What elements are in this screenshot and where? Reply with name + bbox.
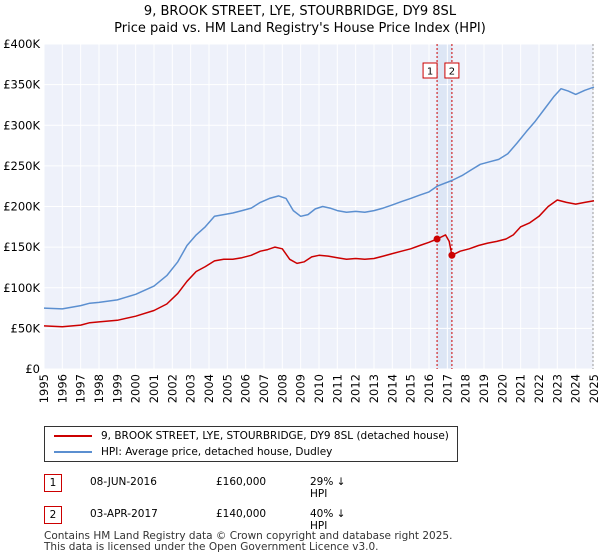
- x-tick-label: 2016: [422, 374, 436, 403]
- x-tick-label: 2007: [257, 374, 271, 403]
- x-tick-label: 2021: [514, 374, 528, 403]
- footer: Contains HM Land Registry data © Crown c…: [44, 531, 452, 553]
- y-tick-label: £300K: [3, 118, 40, 132]
- x-tick-label: 2005: [220, 374, 234, 403]
- sale-point: [448, 251, 456, 259]
- sale-number-badge: 2: [44, 506, 62, 524]
- x-tick-label: 2023: [550, 374, 564, 403]
- footer-line-1: Contains HM Land Registry data © Crown c…: [44, 530, 453, 542]
- y-tick-label: £250K: [3, 159, 40, 173]
- sale-label-box: [444, 62, 460, 79]
- y-tick-label: £50K: [11, 321, 41, 335]
- legend-label-hpi: HPI: Average price, detached house, Dudl…: [101, 446, 333, 458]
- sale-date: 08-JUN-2016: [90, 476, 157, 488]
- x-tick-label: 2010: [312, 374, 326, 403]
- x-tick-label: 2009: [294, 374, 308, 403]
- x-tick-label: 2014: [385, 374, 399, 403]
- x-tick-label: 2008: [275, 374, 289, 403]
- x-tick-label: 2015: [404, 374, 418, 403]
- sale-price: £160,000: [216, 476, 267, 488]
- x-tick-label: 2000: [129, 374, 143, 403]
- legend-line-hpi: [54, 451, 92, 453]
- x-tick-label: 2017: [440, 374, 454, 403]
- series-line-property: [43, 199, 595, 328]
- legend-line-property: [54, 435, 92, 437]
- x-tick-label: 2020: [495, 374, 509, 403]
- sale-row: 1 08-JUN-2016 £160,000 29% ↓ HPI: [44, 474, 364, 500]
- x-tick-label: 2011: [330, 374, 344, 403]
- x-tick-label: 2001: [147, 374, 161, 403]
- x-tick-label: 2024: [569, 374, 583, 403]
- sale-hpi-diff: 40% ↓ HPI: [310, 508, 346, 532]
- y-tick-label: £150K: [3, 240, 40, 254]
- sale-point: [433, 235, 441, 243]
- x-tick-label: 2025: [587, 374, 600, 403]
- price-chart: 9, BROOK STREET, LYE, STOURBRIDGE, DY9 8…: [3, 4, 600, 403]
- x-tick-label: 2012: [349, 374, 363, 403]
- legend-item-property: 9, BROOK STREET, LYE, STOURBRIDGE, DY9 8…: [45, 428, 449, 444]
- legend: 9, BROOK STREET, LYE, STOURBRIDGE, DY9 8…: [44, 426, 458, 462]
- x-tick-label: 2018: [459, 374, 473, 403]
- x-tick-label: 1997: [74, 374, 88, 403]
- sale-date: 03-APR-2017: [90, 508, 158, 520]
- series-line-hpi: [43, 86, 595, 310]
- x-tick-label: 2002: [165, 374, 179, 403]
- footer-line-2: This data is licensed under the Open Gov…: [44, 541, 379, 553]
- x-tick-label: 2013: [367, 374, 381, 403]
- sale-hpi-diff: 29% ↓ HPI: [310, 476, 346, 500]
- x-tick-label: 1995: [37, 374, 51, 403]
- sale-label-box: [422, 62, 438, 79]
- x-tick-label: 2004: [202, 374, 216, 403]
- y-tick-label: £350K: [3, 78, 40, 92]
- y-tick-label: £400K: [3, 37, 40, 51]
- x-tick-label: 1999: [110, 374, 124, 403]
- chart-title: 9, BROOK STREET, LYE, STOURBRIDGE, DY9 8…: [144, 4, 457, 19]
- legend-item-hpi: HPI: Average price, detached house, Dudl…: [45, 444, 332, 460]
- x-tick-label: 2003: [184, 374, 198, 403]
- x-tick-label: 2006: [239, 374, 253, 403]
- x-tick-label: 1996: [55, 374, 69, 403]
- y-tick-label: £200K: [3, 200, 40, 214]
- sale-row: 2 03-APR-2017 £140,000 40% ↓ HPI: [44, 506, 364, 532]
- x-tick-label: 1998: [92, 374, 106, 403]
- x-tick-label: 2019: [477, 374, 491, 403]
- sale-number-badge: 1: [44, 474, 62, 492]
- y-tick-label: £100K: [3, 281, 40, 295]
- legend-label-property: 9, BROOK STREET, LYE, STOURBRIDGE, DY9 8…: [101, 430, 449, 442]
- y-tick-label: £0: [25, 362, 40, 376]
- sale-price: £140,000: [216, 508, 267, 520]
- x-tick-label: 2022: [532, 374, 546, 403]
- chart-subtitle: Price paid vs. HM Land Registry's House …: [114, 21, 486, 36]
- sale-label: 2: [449, 67, 455, 78]
- sale-label: 1: [427, 67, 433, 78]
